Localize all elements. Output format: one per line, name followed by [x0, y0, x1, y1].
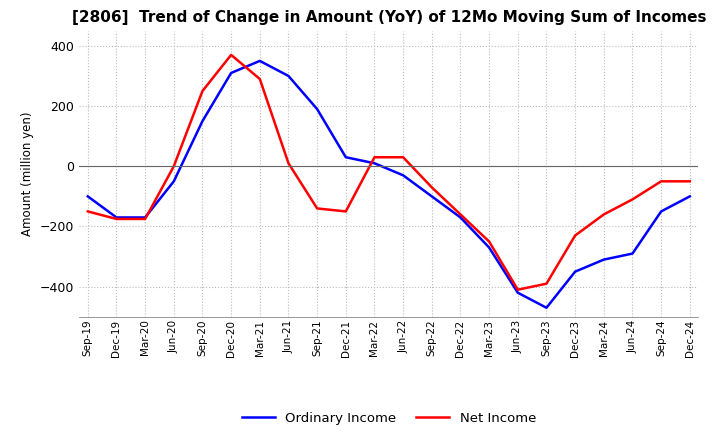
Ordinary Income [256, 58, 264, 63]
Net Income [542, 281, 551, 286]
Net Income [600, 212, 608, 217]
Ordinary Income [370, 161, 379, 166]
Net Income [370, 154, 379, 160]
Ordinary Income [284, 73, 293, 79]
Net Income [198, 88, 207, 94]
Net Income [513, 287, 522, 292]
Ordinary Income [112, 215, 121, 220]
Ordinary Income [141, 215, 150, 220]
Ordinary Income [542, 305, 551, 310]
Net Income [284, 161, 293, 166]
Ordinary Income [84, 194, 92, 199]
Y-axis label: Amount (million yen): Amount (million yen) [22, 112, 35, 236]
Net Income [485, 239, 493, 244]
Net Income [312, 206, 321, 211]
Net Income [399, 154, 408, 160]
Net Income [169, 164, 178, 169]
Net Income [84, 209, 92, 214]
Ordinary Income [657, 209, 665, 214]
Ordinary Income [198, 118, 207, 124]
Net Income [685, 179, 694, 184]
Net Income [628, 197, 636, 202]
Net Income [571, 233, 580, 238]
Ordinary Income [312, 106, 321, 112]
Ordinary Income [628, 251, 636, 256]
Ordinary Income [513, 290, 522, 295]
Line: Ordinary Income: Ordinary Income [88, 61, 690, 308]
Ordinary Income [227, 70, 235, 76]
Ordinary Income [341, 154, 350, 160]
Net Income [428, 185, 436, 190]
Ordinary Income [485, 245, 493, 250]
Ordinary Income [456, 215, 465, 220]
Net Income [112, 216, 121, 222]
Ordinary Income [428, 194, 436, 199]
Ordinary Income [571, 269, 580, 274]
Net Income [657, 179, 665, 184]
Ordinary Income [600, 257, 608, 262]
Ordinary Income [685, 194, 694, 199]
Line: Net Income: Net Income [88, 55, 690, 290]
Net Income [227, 52, 235, 58]
Legend: Ordinary Income, Net Income: Ordinary Income, Net Income [236, 407, 541, 430]
Net Income [256, 76, 264, 81]
Ordinary Income [169, 179, 178, 184]
Title: [2806]  Trend of Change in Amount (YoY) of 12Mo Moving Sum of Incomes: [2806] Trend of Change in Amount (YoY) o… [71, 11, 706, 26]
Ordinary Income [399, 172, 408, 178]
Net Income [341, 209, 350, 214]
Net Income [141, 216, 150, 222]
Net Income [456, 212, 465, 217]
